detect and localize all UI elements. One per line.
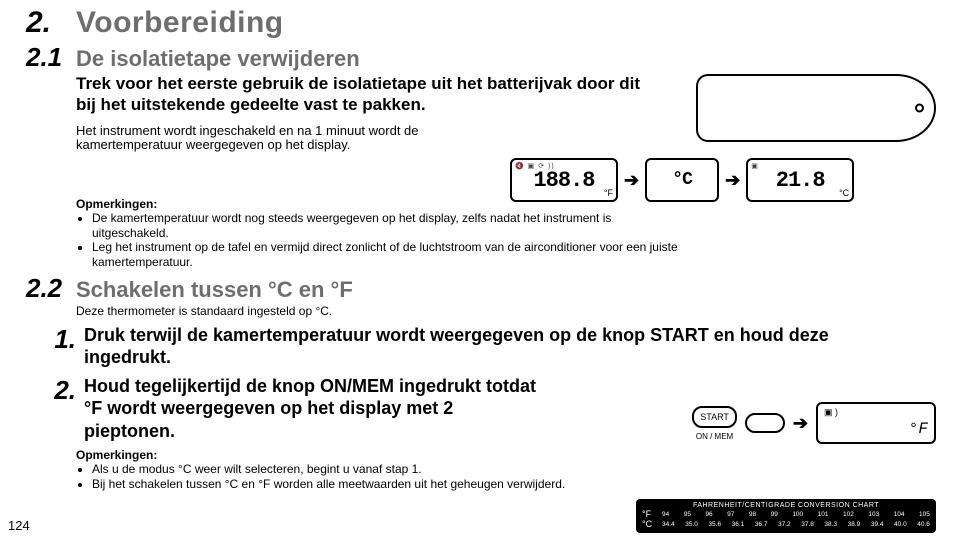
notes-list-2-2: Als u de modus °C weer wilt selecteren, … xyxy=(92,462,612,491)
chart-value: 40.6 xyxy=(917,521,930,528)
subsection-2-1-number: 2.1 xyxy=(26,42,76,73)
arrow-icon: ➔ xyxy=(793,413,808,434)
display-3-unit: °C xyxy=(839,188,849,198)
subsection-2-2-number: 2.2 xyxy=(26,273,76,304)
note-item: Leg het instrument op de tafel en vermij… xyxy=(92,240,682,269)
chart-value: 101 xyxy=(818,511,829,518)
chart-value: 39.4 xyxy=(871,521,884,528)
start-button-label: START xyxy=(692,406,737,428)
display-icons: 🔇 ▣ ⟳ )) xyxy=(515,162,555,170)
chart-value: 100 xyxy=(792,511,803,518)
notes-list-2-1: De kamertemperatuur wordt nog steeds wee… xyxy=(92,211,682,269)
chart-value: 94 xyxy=(662,511,669,518)
section-number: 2. xyxy=(26,6,76,40)
chart-value: 104 xyxy=(894,511,905,518)
chart-value: 36.7 xyxy=(755,521,768,528)
step-1-number: 1. xyxy=(38,324,76,355)
chart-value: 96 xyxy=(705,511,712,518)
display-sequence: 🔇 ▣ ⟳ )) 188.8 °F ➔ °C ➔ ▣ 21.8 °C xyxy=(510,158,854,202)
chart-value: 38.9 xyxy=(848,521,861,528)
step-2-number: 2. xyxy=(38,375,76,406)
note-item: Bij het schakelen tussen °C en °F worden… xyxy=(92,477,612,491)
arrow-icon: ➔ xyxy=(725,170,740,191)
subsection-2-1-title: De isolatietape verwijderen xyxy=(76,46,360,72)
chart-value: 35.0 xyxy=(685,521,698,528)
chart-f-values: 94 95 96 97 98 99 100 101 102 103 104 10… xyxy=(662,511,930,518)
chart-value: 37.8 xyxy=(801,521,814,528)
subsection-2-1-intro: Trek voor het eerste gebruik de isolatie… xyxy=(76,73,662,116)
subsection-2-2-title: Schakelen tussen °C en °F xyxy=(76,277,353,303)
chart-c-label: °C xyxy=(642,519,660,529)
chart-value: 95 xyxy=(684,511,691,518)
onmem-button-label: ON / MEM xyxy=(692,432,737,441)
display-3-value: 21.8 xyxy=(776,168,825,193)
display-box-3: ▣ 21.8 °C xyxy=(746,158,854,202)
notes-title-2-2: Opmerkingen: xyxy=(76,448,942,462)
subsection-2-2-subtitle: Deze thermometer is standaard ingesteld … xyxy=(76,304,942,318)
display-2-value: °C xyxy=(672,170,692,190)
note-item: Als u de modus °C weer wilt selecteren, … xyxy=(92,462,612,476)
step-2-diagram: START ON / MEM ➔ ▣ ) °F xyxy=(692,402,936,444)
display-icons: ▣ ) xyxy=(824,407,838,418)
chart-value: 102 xyxy=(843,511,854,518)
display-box-f: ▣ ) °F xyxy=(816,402,936,444)
chart-value: 37.2 xyxy=(778,521,791,528)
chart-value: 38.3 xyxy=(824,521,837,528)
display-f-unit: °F xyxy=(909,420,928,438)
step-1-text: Druk terwijl de kamertemperatuur wordt w… xyxy=(84,324,902,369)
display-icons: ▣ xyxy=(751,162,759,170)
display-1-unit: °F xyxy=(604,188,613,198)
conversion-chart: FAHRENHEIT/CENTIGRADE CONVERSION CHART °… xyxy=(636,499,936,533)
onmem-button-shape xyxy=(745,413,785,433)
chart-f-label: °F xyxy=(642,509,660,519)
chart-value: 36.1 xyxy=(732,521,745,528)
chart-value: 98 xyxy=(749,511,756,518)
chart-value: 35.6 xyxy=(708,521,721,528)
display-1-value: 188.8 xyxy=(533,168,594,193)
page-number: 124 xyxy=(8,518,30,533)
chart-c-values: 34.4 35.0 35.6 36.1 36.7 37.2 37.8 38.3 … xyxy=(662,521,930,528)
display-box-2: °C xyxy=(645,158,719,202)
chart-value: 40.0 xyxy=(894,521,907,528)
chart-value: 105 xyxy=(919,511,930,518)
chart-value: 99 xyxy=(771,511,778,518)
thermometer-illustration xyxy=(696,74,936,142)
note-item: De kamertemperatuur wordt nog steeds wee… xyxy=(92,211,682,240)
arrow-icon: ➔ xyxy=(624,170,639,191)
display-box-1: 🔇 ▣ ⟳ )) 188.8 °F xyxy=(510,158,618,202)
chart-value: 34.4 xyxy=(662,521,675,528)
subsection-2-1-note: Het instrument wordt ingeschakeld en na … xyxy=(76,124,502,154)
chart-value: 103 xyxy=(868,511,879,518)
chart-value: 97 xyxy=(727,511,734,518)
section-title: Voorbereiding xyxy=(76,6,284,40)
step-2-text: Houd tegelijkertijd de knop ON/MEM inged… xyxy=(84,375,542,443)
chart-title: FAHRENHEIT/CENTIGRADE CONVERSION CHART xyxy=(642,502,930,509)
